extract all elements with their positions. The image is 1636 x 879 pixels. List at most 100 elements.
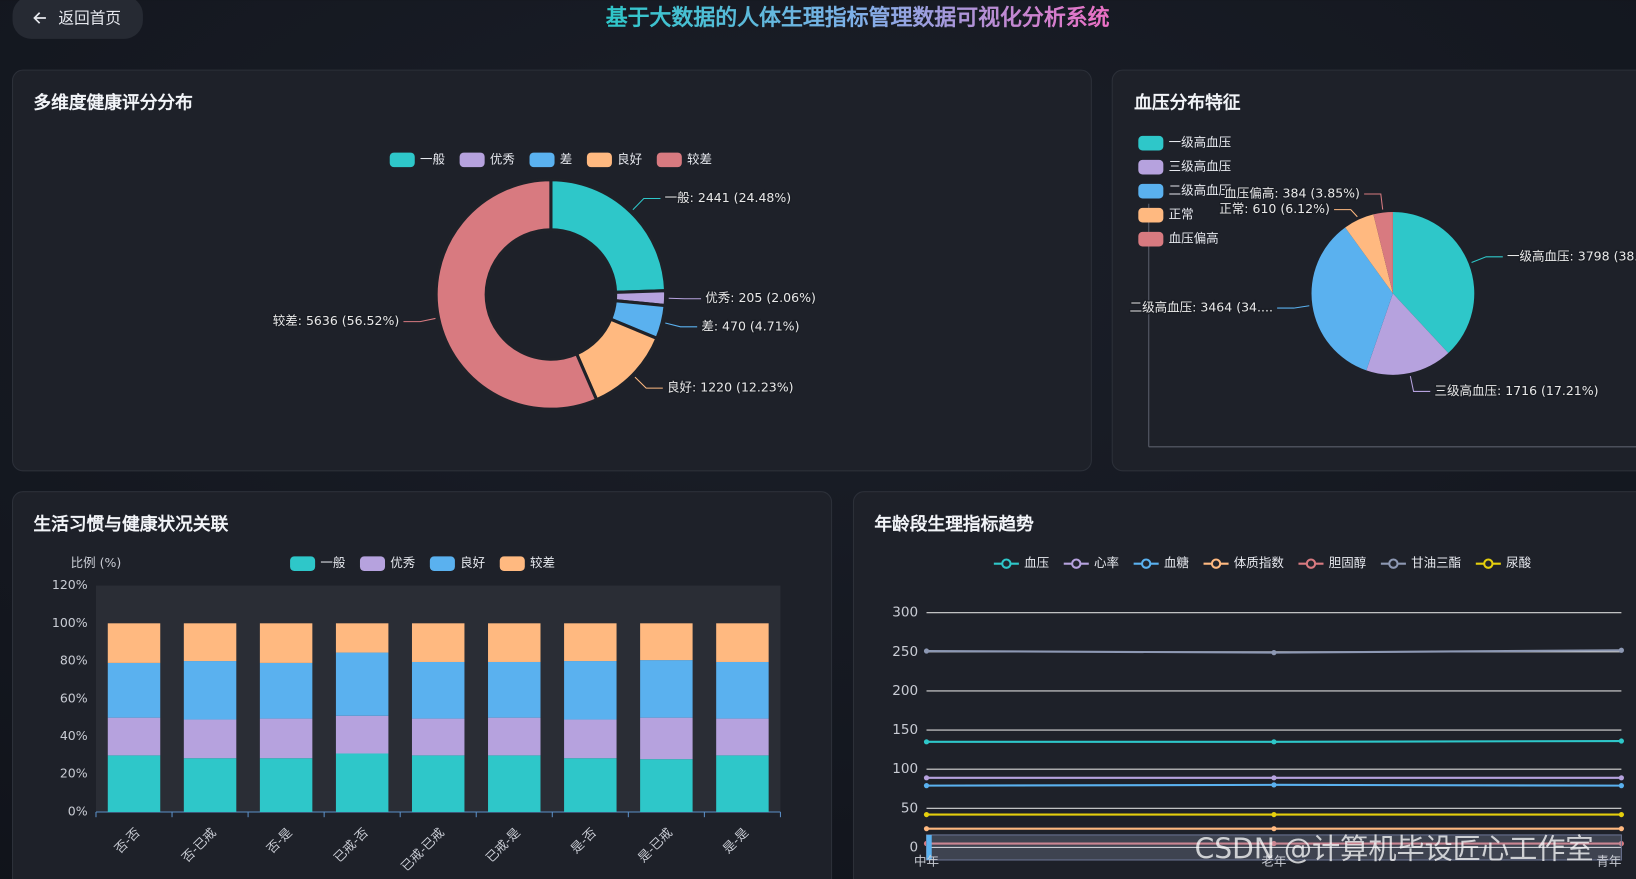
legend-icon: [586, 152, 612, 168]
point: [1618, 647, 1625, 653]
data-label: 血压偏高: 384 (3.85%): [1224, 185, 1360, 200]
legend-label: 甘油三酯: [1411, 555, 1461, 570]
y-tick-label: 40%: [60, 728, 88, 743]
label-leader: [403, 317, 436, 323]
bar-segment: [183, 623, 237, 662]
slice: [1311, 227, 1393, 371]
legend-label: 胆固醇: [1329, 555, 1367, 570]
data-label: 一级高血压: 3798 (38...: [1507, 248, 1636, 263]
x-tick-label: 青年: [1596, 854, 1621, 869]
legend-icon-dot: [1140, 558, 1152, 569]
legend-item: 血糖: [1133, 555, 1189, 570]
legend-label: 尿酸: [1506, 555, 1532, 570]
point: [923, 811, 930, 818]
back-button-label: 返回首页: [58, 9, 121, 28]
y-tick-label: 120%: [52, 577, 88, 592]
zoom-slider: [925, 834, 1622, 861]
legend-label: 较差: [530, 555, 555, 570]
legend-icon: [656, 152, 682, 168]
point: [1618, 775, 1625, 781]
point: [1618, 811, 1625, 818]
y-tick-label: 100: [892, 761, 918, 777]
chart-title: 生活习惯与健康状况关联: [33, 513, 228, 535]
legend: 一般 优秀 差 良好 较差: [389, 151, 712, 168]
bar-segment: [107, 662, 161, 718]
point: [923, 783, 930, 789]
data-label: 良好: 1220 (12.23%): [667, 380, 794, 395]
y-tick-label: 60%: [60, 690, 88, 705]
legend-item: 优秀: [359, 555, 416, 571]
bar-segment: [335, 753, 389, 812]
bar-segment: [640, 717, 693, 760]
legend-label: 良好: [460, 555, 485, 570]
bar-segment: [488, 755, 541, 812]
y-tick-label: 100%: [52, 615, 88, 630]
data-label: 优秀: 205 (2.06%): [705, 290, 816, 305]
legend-item: 较差: [656, 151, 712, 168]
label-leader: [1471, 256, 1503, 264]
legend-label: 较差: [687, 151, 712, 166]
slice: [549, 178, 668, 294]
y-tick-label: 0: [910, 839, 919, 855]
slice: [1345, 214, 1393, 294]
legend-item: 甘油三酯: [1380, 555, 1461, 570]
legend-item: 差: [529, 151, 573, 168]
legend-item: 一般: [290, 555, 346, 571]
data-label: 较差: 5636 (56.52%): [273, 313, 400, 328]
legend-icon: [1138, 207, 1164, 223]
point: [1618, 783, 1625, 789]
legend-icon: [529, 152, 555, 168]
chart-title: 多维度健康评分分布: [33, 92, 192, 114]
data-label: 二级高血压: 3464 (34....: [1130, 300, 1273, 315]
label-leader: [1277, 305, 1310, 309]
point: [1618, 826, 1625, 832]
label-leader: [665, 322, 698, 328]
legend-icon-dot: [1388, 558, 1399, 569]
bar-segment: [716, 623, 769, 662]
bar-segment: [411, 623, 465, 662]
back-button[interactable]: 返回首页: [12, 0, 143, 39]
x-tick-label: 老年: [1261, 854, 1286, 869]
point: [923, 648, 930, 654]
legend-item: 优秀: [459, 151, 516, 168]
zoom-handle: [926, 834, 932, 860]
slice: [1392, 212, 1475, 354]
panel: [852, 491, 1636, 879]
legend-icon: [459, 152, 485, 168]
chart-title: 年龄段生理指标趋势: [874, 513, 1034, 535]
legend-item: 心率: [1063, 555, 1119, 570]
y-tick-label: 200: [892, 683, 918, 699]
legend-label: 优秀: [490, 151, 516, 166]
slice: [1373, 212, 1393, 294]
legend-item: 体质指数: [1203, 555, 1284, 570]
point: [923, 739, 930, 745]
bar-segment: [259, 758, 313, 812]
point: [1271, 811, 1277, 818]
slice: [1366, 293, 1449, 375]
legend-icon-dot: [1001, 558, 1012, 569]
bar-segment: [640, 623, 693, 661]
legend-label: 差: [560, 151, 573, 166]
legend-icon: [389, 152, 415, 168]
bar-segment: [488, 661, 541, 718]
y-tick-label: 50: [901, 800, 918, 816]
legend-icon-dot: [1305, 558, 1317, 569]
legend-icon: [1138, 183, 1164, 199]
y-tick-label: 20%: [60, 766, 88, 781]
panel: [11, 69, 1092, 472]
legend-icon-dot: [1483, 558, 1494, 569]
bar-segment: [183, 758, 237, 812]
label-leader: [1409, 376, 1431, 392]
bar-segment: [259, 718, 313, 759]
y-axis-title: 比例 (%): [71, 555, 122, 570]
legend-item: 良好: [429, 555, 485, 571]
legend-item: 较差: [499, 555, 555, 571]
bar-segment: [716, 661, 769, 719]
bar-segment: [640, 660, 693, 718]
data-label: 一般: 2441 (24.48%): [665, 190, 792, 205]
label-leader: [632, 197, 661, 211]
bar-segment: [183, 661, 237, 720]
legend-label: 正常: [1169, 207, 1194, 222]
